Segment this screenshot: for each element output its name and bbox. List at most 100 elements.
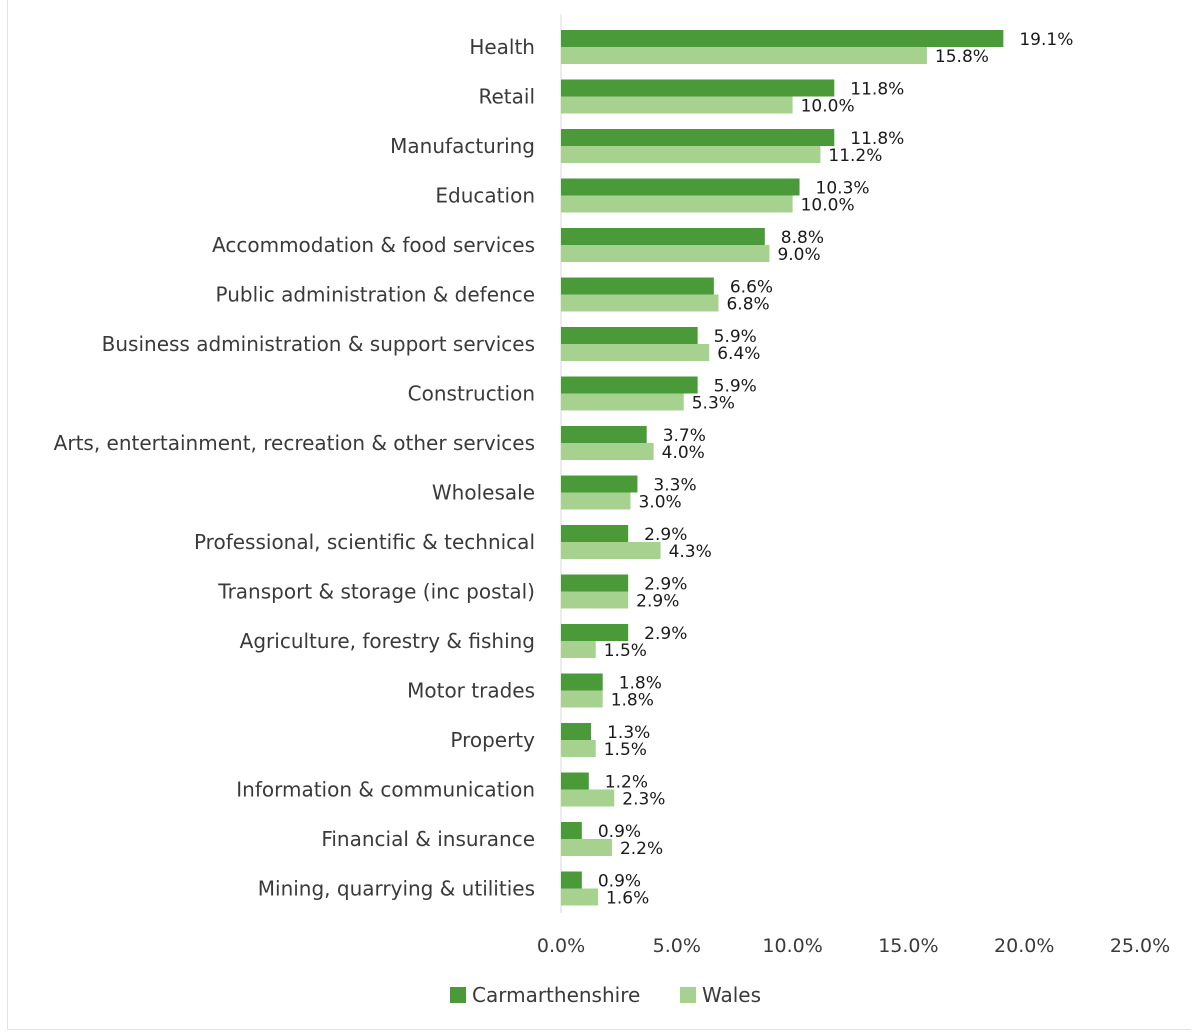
- value-label-wales: 9.0%: [777, 245, 820, 265]
- category-label: Arts, entertainment, recreation & other …: [54, 431, 535, 455]
- value-label-wales: 2.2%: [620, 839, 663, 859]
- category-label: Health: [469, 35, 535, 59]
- value-label-wales: 1.6%: [606, 889, 649, 909]
- chart-frame: [7, 0, 1191, 1030]
- bar-wales: [561, 195, 793, 213]
- bar-wales: [561, 492, 631, 510]
- category-label: Public administration & defence: [216, 283, 535, 307]
- bar-wales: [561, 888, 599, 906]
- category-label: Property: [450, 728, 535, 752]
- bar-carmarthenshire: [561, 723, 592, 740]
- value-label-carmarthenshire: 3.7%: [663, 426, 706, 446]
- category-label: Business administration & support servic…: [102, 332, 535, 356]
- bar-carmarthenshire: [561, 525, 629, 542]
- value-label-carmarthenshire: 2.9%: [644, 575, 687, 595]
- x-tick-label: 0.0%: [537, 935, 585, 957]
- value-label-carmarthenshire: 1.2%: [605, 773, 648, 793]
- bar-carmarthenshire: [561, 79, 835, 97]
- x-tick-label: 20.0%: [994, 935, 1054, 957]
- bar-wales: [561, 294, 719, 312]
- value-label-carmarthenshire: 11.8%: [850, 129, 904, 149]
- bar-wales: [561, 591, 629, 609]
- bar-carmarthenshire: [561, 426, 647, 443]
- value-label-carmarthenshire: 1.8%: [619, 674, 662, 694]
- legend: Carmarthenshire Wales: [450, 983, 761, 1007]
- value-label-carmarthenshire: 8.8%: [781, 228, 824, 248]
- bar-wales: [561, 245, 770, 262]
- bar-carmarthenshire: [561, 129, 835, 146]
- value-label-wales: 2.9%: [636, 592, 679, 612]
- category-label: Transport & storage (inc postal): [217, 580, 535, 604]
- category-label: Agriculture, forestry & fishing: [240, 629, 535, 653]
- category-label: Construction: [408, 382, 535, 406]
- value-label-carmarthenshire: 2.9%: [644, 624, 687, 644]
- value-label-carmarthenshire: 0.9%: [598, 872, 641, 892]
- legend-label-carmarthenshire: Carmarthenshire: [472, 983, 640, 1007]
- category-label: Financial & insurance: [321, 827, 535, 851]
- bar-wales: [561, 690, 603, 708]
- value-label-wales: 10.0%: [801, 97, 855, 117]
- value-label-carmarthenshire: 5.9%: [714, 377, 757, 397]
- bar-wales: [561, 542, 661, 559]
- bar-wales: [561, 344, 710, 361]
- value-label-wales: 1.8%: [611, 691, 654, 711]
- category-label: Professional, scientific & technical: [194, 530, 535, 554]
- bar-carmarthenshire: [561, 178, 800, 196]
- x-tick-label: 10.0%: [762, 935, 822, 957]
- value-label-carmarthenshire: 11.8%: [850, 80, 904, 100]
- bar-carmarthenshire: [561, 772, 589, 790]
- legend-label-wales: Wales: [702, 983, 761, 1007]
- x-tick-labels: 0.0% 5.0% 10.0% 15.0% 20.0% 25.0%: [537, 935, 1170, 957]
- bar-carmarthenshire: [561, 574, 629, 592]
- value-label-carmarthenshire: 1.3%: [607, 723, 650, 743]
- value-label-wales: 5.3%: [692, 394, 735, 414]
- value-label-wales: 4.0%: [662, 443, 705, 463]
- category-label: Wholesale: [432, 481, 535, 505]
- value-label-carmarthenshire: 3.3%: [653, 476, 696, 496]
- category-label: Mining, quarrying & utilities: [258, 877, 535, 901]
- bar-wales: [561, 789, 615, 807]
- value-label-wales: 1.5%: [604, 740, 647, 760]
- legend-swatch-wales: [680, 987, 696, 1003]
- value-label-wales: 10.0%: [801, 196, 855, 216]
- bar-wales: [561, 47, 927, 64]
- bar-carmarthenshire: [561, 673, 603, 691]
- value-label-wales: 4.3%: [669, 542, 712, 562]
- category-label: Motor trades: [407, 679, 535, 703]
- bar-carmarthenshire: [561, 376, 698, 394]
- bar-wales: [561, 839, 612, 856]
- bar-wales: [561, 641, 596, 658]
- category-label: Information & communication: [236, 778, 535, 802]
- value-label-carmarthenshire: 0.9%: [598, 822, 641, 842]
- bar-wales: [561, 96, 793, 114]
- value-label-wales: 15.8%: [935, 47, 989, 67]
- value-label-wales: 3.0%: [638, 493, 681, 513]
- category-labels: Health Retail Manufacturing Education Accomm…: [54, 35, 535, 901]
- value-label-wales: 6.4%: [717, 344, 760, 364]
- value-label-carmarthenshire: 10.3%: [816, 179, 870, 199]
- x-tick-label: 15.0%: [878, 935, 938, 957]
- bar-wales: [561, 443, 654, 460]
- x-tick-label: 5.0%: [653, 935, 701, 957]
- bar-carmarthenshire: [561, 475, 638, 493]
- category-label: Accommodation & food services: [212, 233, 535, 257]
- value-label-wales: 2.3%: [622, 790, 665, 810]
- value-label-wales: 1.5%: [604, 641, 647, 661]
- legend-swatch-carmarthenshire: [450, 987, 466, 1003]
- x-tick-label: 25.0%: [1110, 935, 1170, 957]
- bar-carmarthenshire: [561, 30, 1004, 47]
- value-label-carmarthenshire: 19.1%: [1019, 30, 1073, 50]
- value-label-wales: 6.8%: [726, 295, 769, 315]
- bars-layer: [561, 30, 1004, 906]
- category-label: Retail: [478, 85, 535, 109]
- value-labels: 19.1%15.8%11.8%10.0%11.8%11.2%10.3%10.0%…: [598, 30, 1074, 909]
- bar-carmarthenshire: [561, 327, 698, 344]
- value-label-carmarthenshire: 5.9%: [714, 327, 757, 347]
- bar-carmarthenshire: [561, 624, 629, 641]
- category-label: Education: [435, 184, 535, 208]
- bar-wales: [561, 146, 821, 163]
- bar-carmarthenshire: [561, 228, 765, 245]
- category-label: Manufacturing: [390, 134, 535, 158]
- bar-carmarthenshire: [561, 822, 582, 839]
